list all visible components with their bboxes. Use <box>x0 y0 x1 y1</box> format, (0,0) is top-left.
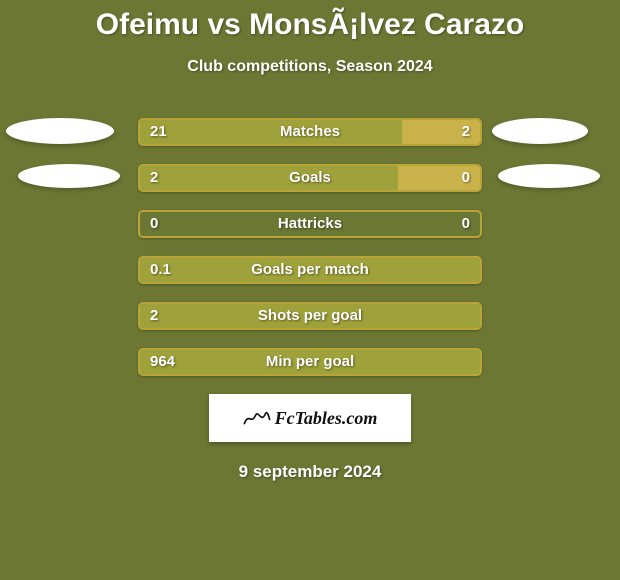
stat-label: Shots per goal <box>140 304 480 328</box>
stat-row: 0.1Goals per match <box>138 256 482 284</box>
content-area: 21Matches22Goals00Hattricks00.1Goals per… <box>0 118 620 482</box>
stat-row: 2Shots per goal <box>138 302 482 330</box>
page-title: Ofeimu vs MonsÃ¡lvez Carazo <box>96 8 524 42</box>
team-badge-placeholder <box>498 164 600 188</box>
fctables-logo: FcTables.com <box>209 394 411 442</box>
team-badge-placeholder <box>492 118 588 144</box>
subtitle: Club competitions, Season 2024 <box>187 58 432 76</box>
stat-label: Goals per match <box>140 258 480 282</box>
stat-label: Matches <box>140 120 480 144</box>
stat-row: 21Matches2 <box>138 118 482 146</box>
stat-row: 964Min per goal <box>138 348 482 376</box>
logo-text: FcTables.com <box>275 408 378 429</box>
stat-value-right: 0 <box>462 212 470 236</box>
stat-row: 0Hattricks0 <box>138 210 482 238</box>
stat-label: Hattricks <box>140 212 480 236</box>
team-badge-placeholder <box>6 118 114 144</box>
stat-row: 2Goals0 <box>138 164 482 192</box>
team-badge-placeholder <box>18 164 120 188</box>
stat-value-right: 2 <box>462 120 470 144</box>
date-label: 9 september 2024 <box>0 462 620 482</box>
stats-list: 21Matches22Goals00Hattricks00.1Goals per… <box>0 118 620 376</box>
logo-squiggle-icon <box>243 409 271 427</box>
stat-label: Goals <box>140 166 480 190</box>
stat-label: Min per goal <box>140 350 480 374</box>
comparison-card: Ofeimu vs MonsÃ¡lvez Carazo Club competi… <box>0 0 620 580</box>
stat-value-right: 0 <box>462 166 470 190</box>
